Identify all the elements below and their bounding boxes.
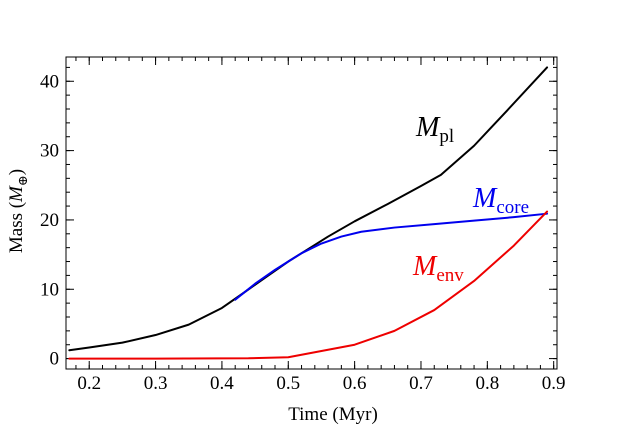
x-tick-label: 0.8 [475, 373, 499, 394]
x-axis-title: Time (Myr) [288, 404, 378, 425]
x-tick-label: 0.6 [343, 373, 367, 394]
y-axis-title-symbol: M [6, 185, 27, 203]
series-label-core: Mcore [472, 183, 529, 218]
y-tick-label: 20 [40, 210, 59, 231]
major-ticks [66, 57, 557, 369]
y-axis-title-subscript: ⊕ [15, 175, 30, 186]
x-tick-label: 0.5 [276, 373, 300, 394]
y-tick-label: 40 [40, 71, 59, 92]
series-line-env [68, 210, 549, 360]
y-tick-label: 10 [40, 279, 59, 300]
x-tick-label: 0.7 [409, 373, 433, 394]
y-tick-label: 0 [50, 349, 60, 370]
plot-frame [65, 56, 558, 370]
x-tick-label: 0.2 [77, 373, 101, 394]
series-line-core [234, 212, 549, 301]
y-axis-title-prefix: Mass ( [6, 202, 27, 253]
y-tick-labels: 0 10 20 30 40 [40, 71, 59, 369]
y-axis-title: Mass (M⊕) [6, 169, 30, 253]
series-label-env: Menv [412, 251, 464, 286]
series-label-pl: Mpl [415, 112, 454, 147]
series-lines [68, 66, 549, 360]
y-tick-label: 30 [40, 141, 59, 162]
x-tick-label: 0.9 [542, 373, 566, 394]
x-tick-labels: 0.2 0.3 0.4 0.5 0.6 0.7 0.8 0.9 [77, 373, 565, 394]
x-tick-label: 0.4 [210, 373, 234, 394]
x-tick-label: 0.3 [144, 373, 168, 394]
y-axis-title-suffix: ) [6, 169, 27, 175]
